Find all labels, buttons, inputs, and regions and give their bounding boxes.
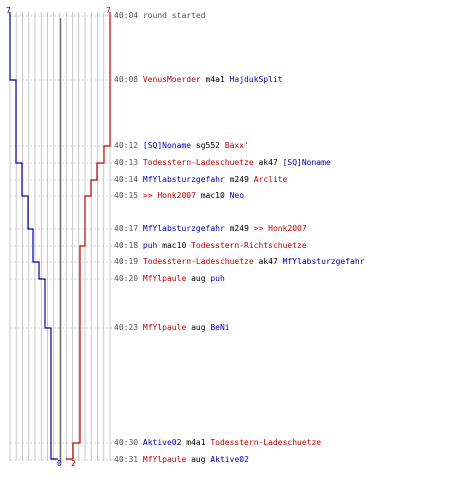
event-time: 40:18	[114, 241, 143, 250]
player-name: puh	[142, 241, 158, 250]
player-name: Neo	[229, 191, 245, 200]
event-time: 40:13	[114, 158, 143, 167]
event-guide-lines	[10, 15, 114, 461]
player-name: HajdukSplit	[229, 75, 283, 84]
red-start-count: 7	[106, 6, 111, 15]
event-time: 40:04	[114, 11, 143, 20]
player-name: MfYlpaule	[142, 455, 187, 464]
player-name: Todesstern-Ladeschuetze	[142, 158, 254, 167]
player-name: BeNi	[210, 323, 230, 332]
weapon-name: aug	[186, 323, 211, 332]
event-row: 40:04 round started	[114, 11, 206, 21]
event-row: 40:17 MfYlabsturzgefahr m249 >> Honk2007	[114, 224, 307, 234]
weapon-name: m249	[224, 175, 254, 184]
event-time: 40:15	[114, 191, 143, 200]
event-time: 40:14	[114, 175, 143, 184]
event-row: 40:15 >> Honk2007 mac10 Neo	[114, 191, 244, 201]
player-name: >> Honk2007	[253, 224, 307, 233]
blue-start-count: 7	[6, 6, 11, 15]
red-team-alive-line	[66, 12, 111, 460]
weapon-name: aug	[186, 455, 211, 464]
event-time: 40:08	[114, 75, 143, 84]
event-row: 40:08 VenusMoerder m4a1 HajdukSplit	[114, 75, 283, 85]
event-row: 40:12 [SQ]Noname sg552 Baxx'	[114, 141, 249, 151]
event-row: 40:18 puh mac10 Todesstern-Richtschuetze	[114, 241, 307, 251]
player-name: MfYlabsturzgefahr	[142, 175, 225, 184]
weapon-name: aug	[186, 274, 211, 283]
event-time: 40:30	[114, 438, 143, 447]
event-time: 40:23	[114, 323, 143, 332]
player-name: Arclite	[253, 175, 288, 184]
player-name: >> Honk2007	[142, 191, 196, 200]
weapon-name: mac10	[195, 191, 230, 200]
event-row: 40:23 MfYlpaule aug BeNi	[114, 323, 230, 333]
weapon-name: m4a1	[200, 75, 230, 84]
blue-end-count: 0	[57, 459, 62, 468]
event-row: 40:31 MfYlpaule aug Aktive02	[114, 455, 249, 465]
weapon-name: sg552	[191, 141, 225, 150]
player-name: MfYlabsturzgefahr	[142, 224, 225, 233]
weapon-name: ak47	[253, 257, 283, 266]
player-name: Aktive02	[210, 455, 249, 464]
event-row: 40:13 Todesstern-Ladeschuetze ak47 [SQ]N…	[114, 158, 331, 168]
player-name: Todesstern-Ladeschuetze	[210, 438, 322, 447]
player-name: VenusMoerder	[142, 75, 201, 84]
player-name: Aktive02	[142, 438, 182, 447]
player-name: MfYlpaule	[142, 323, 187, 332]
event-time: 40:17	[114, 224, 143, 233]
player-name: Todesstern-Richtschuetze	[191, 241, 307, 250]
player-name: Todesstern-Ladeschuetze	[142, 257, 254, 266]
red-end-count: 2	[71, 459, 76, 468]
weapon-name: ak47	[253, 158, 283, 167]
player-name: puh	[210, 274, 225, 283]
event-row: 40:14 MfYlabsturzgefahr m249 Arclite	[114, 175, 287, 185]
player-name: Baxx'	[224, 141, 249, 150]
player-name: MfYlpaule	[142, 274, 187, 283]
event-time: 40:19	[114, 257, 143, 266]
weapon-name: m4a1	[181, 438, 211, 447]
weapon-name: m249	[224, 224, 254, 233]
event-time: 40:20	[114, 274, 143, 283]
event-time: 40:31	[114, 455, 143, 464]
event-time: 40:12	[114, 141, 143, 150]
weapon-name: mac10	[157, 241, 192, 250]
event-row: 40:19 Todesstern-Ladeschuetze ak47 MfYla…	[114, 257, 364, 267]
event-row: 40:20 MfYlpaule aug puh	[114, 274, 225, 284]
blue-team-alive-line	[9, 12, 58, 460]
event-message: round started	[142, 11, 206, 20]
player-name: MfYlabsturzgefahr	[282, 257, 365, 266]
player-name: [SQ]Noname	[282, 158, 331, 167]
event-row: 40:30 Aktive02 m4a1 Todesstern-Ladeschue…	[114, 438, 321, 448]
player-name: [SQ]Noname	[142, 141, 192, 150]
